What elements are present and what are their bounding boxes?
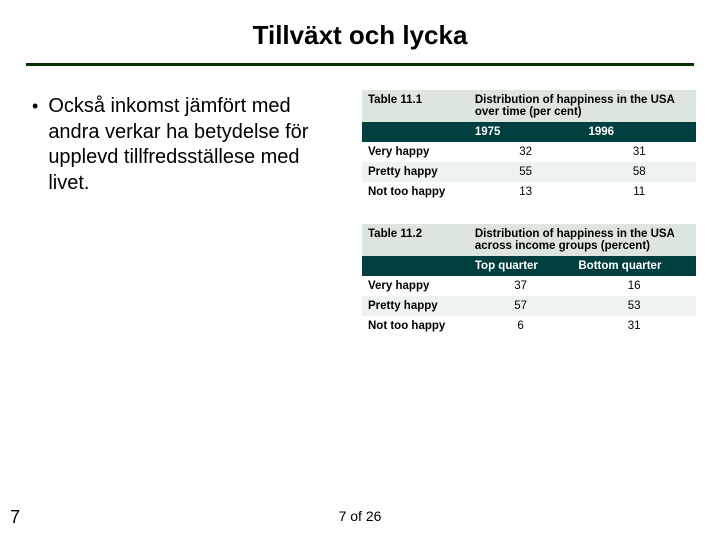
table-label: Table 11.2 [362,224,469,256]
cell: 6 [469,316,572,336]
slide: Tillväxt och lycka • Också inkomst jämfö… [0,0,720,540]
table-row: Not too happy 13 11 [362,182,696,202]
col-header: 1975 [469,122,583,142]
bullet-text: Också inkomst jämfört med andra verkar h… [48,94,344,196]
col-empty [362,256,469,276]
table-caption: Distribution of happiness in the USA ove… [469,90,696,122]
bullet-icon: • [24,94,38,118]
cell: 58 [582,162,696,182]
cell: 16 [572,276,696,296]
table-row: Top quarter Bottom quarter [362,256,696,276]
table-row: Very happy 37 16 [362,276,696,296]
cell: 53 [572,296,696,316]
col-header: Top quarter [469,256,572,276]
cell: 55 [469,162,583,182]
cell: 13 [469,182,583,202]
slide-title: Tillväxt och lycka [24,20,696,51]
table-row: Pretty happy 55 58 [362,162,696,182]
cell: 32 [469,142,583,162]
bullet-list: • Också inkomst jämfört med andra verkar… [24,90,344,336]
cell: 37 [469,276,572,296]
table-11-1: Table 11.1 Distribution of happiness in … [362,90,696,202]
col-header: Bottom quarter [572,256,696,276]
page-number-side: 7 [10,507,20,528]
cell: 57 [469,296,572,316]
title-rule [26,63,694,66]
table-row: Table 11.1 Distribution of happiness in … [362,90,696,122]
table-row: 1975 1996 [362,122,696,142]
cell: 31 [582,142,696,162]
table-11-2: Table 11.2 Distribution of happiness in … [362,224,696,336]
col-empty [362,122,469,142]
table-row: Pretty happy 57 53 [362,296,696,316]
table-row: Not too happy 6 31 [362,316,696,336]
table-caption: Distribution of happiness in the USA acr… [469,224,696,256]
row-label: Very happy [362,276,469,296]
tables-column: Table 11.1 Distribution of happiness in … [362,90,696,336]
table-row: Table 11.2 Distribution of happiness in … [362,224,696,256]
col-header: 1996 [582,122,696,142]
cell: 11 [582,182,696,202]
table-label: Table 11.1 [362,90,469,122]
row-label: Very happy [362,142,469,162]
row-label: Not too happy [362,316,469,336]
content-area: • Också inkomst jämfört med andra verkar… [24,90,696,336]
page-counter: 7 of 26 [0,508,720,524]
table-row: Very happy 32 31 [362,142,696,162]
cell: 31 [572,316,696,336]
row-label: Not too happy [362,182,469,202]
row-label: Pretty happy [362,296,469,316]
bullet-item: • Också inkomst jämfört med andra verkar… [24,94,344,196]
row-label: Pretty happy [362,162,469,182]
